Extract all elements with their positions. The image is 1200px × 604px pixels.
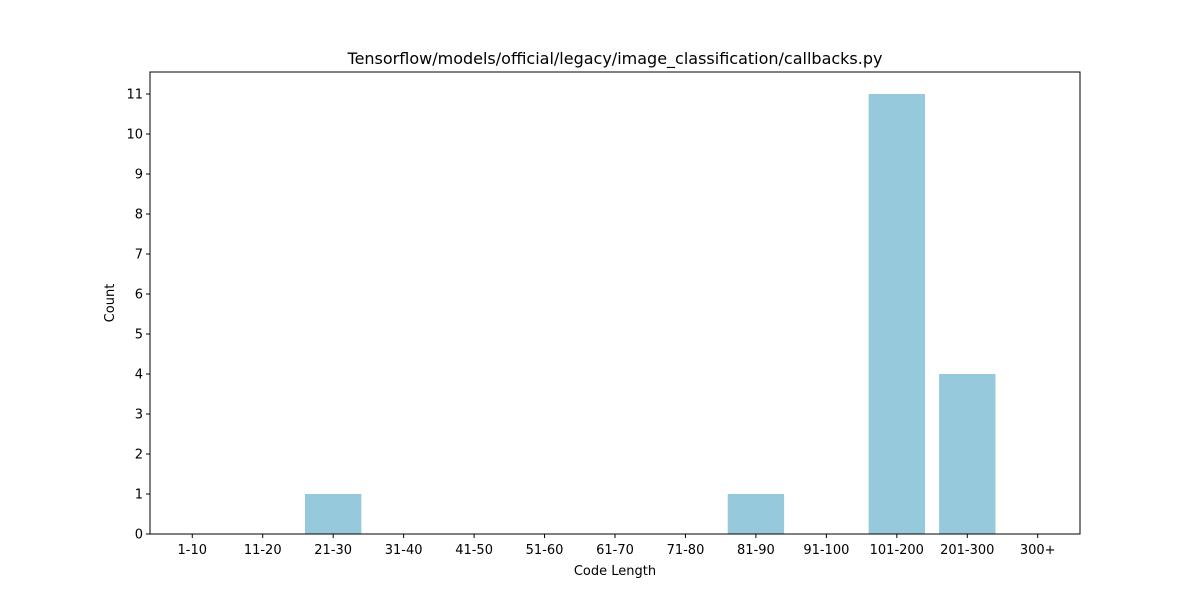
y-tick-label: 0 — [135, 528, 143, 543]
y-tick-label: 7 — [135, 248, 143, 263]
x-tick-label: 71-80 — [667, 543, 705, 558]
bars-layer — [305, 94, 996, 534]
y-axis-label: Count — [103, 284, 118, 323]
x-tick-label: 91-100 — [803, 543, 849, 558]
x-tick-label: 81-90 — [737, 543, 775, 558]
x-tick-label: 31-40 — [385, 543, 423, 558]
bar-21-30 — [305, 494, 362, 534]
x-tick-label: 201-300 — [940, 543, 994, 558]
x-axis-ticks: 1-10 11-20 21-30 31-40 41-50 51-60 61-70 71-80 8… — [178, 534, 1056, 558]
x-axis-label: Code Length — [574, 564, 656, 579]
bar-101-200 — [868, 94, 925, 534]
x-tick-label: 300+ — [1020, 543, 1056, 558]
y-tick-label: 10 — [126, 128, 143, 143]
y-tick-label: 6 — [135, 288, 143, 303]
y-tick-label: 8 — [135, 208, 143, 223]
x-tick-label: 101-200 — [870, 543, 924, 558]
y-tick-label: 3 — [135, 408, 143, 423]
x-tick-label: 41-50 — [455, 543, 493, 558]
bar-201-300 — [939, 374, 996, 534]
x-tick-label: 51-60 — [526, 543, 564, 558]
x-tick-label: 11-20 — [244, 543, 282, 558]
y-axis-ticks: 0 1 2 3 4 5 6 7 8 9 10 11 — [126, 88, 150, 543]
y-tick-label: 1 — [135, 488, 143, 503]
x-tick-label: 21-30 — [314, 543, 352, 558]
y-tick-label: 5 — [135, 328, 143, 343]
y-tick-label: 2 — [135, 448, 143, 463]
x-tick-label: 61-70 — [596, 543, 634, 558]
y-tick-label: 4 — [135, 368, 143, 383]
y-tick-label: 11 — [126, 88, 143, 103]
bar-81-90 — [727, 494, 785, 534]
y-tick-label: 9 — [135, 168, 143, 183]
chart-title: Tensorflow/models/official/legacy/image_… — [347, 49, 883, 69]
x-tick-label: 1-10 — [178, 543, 208, 558]
